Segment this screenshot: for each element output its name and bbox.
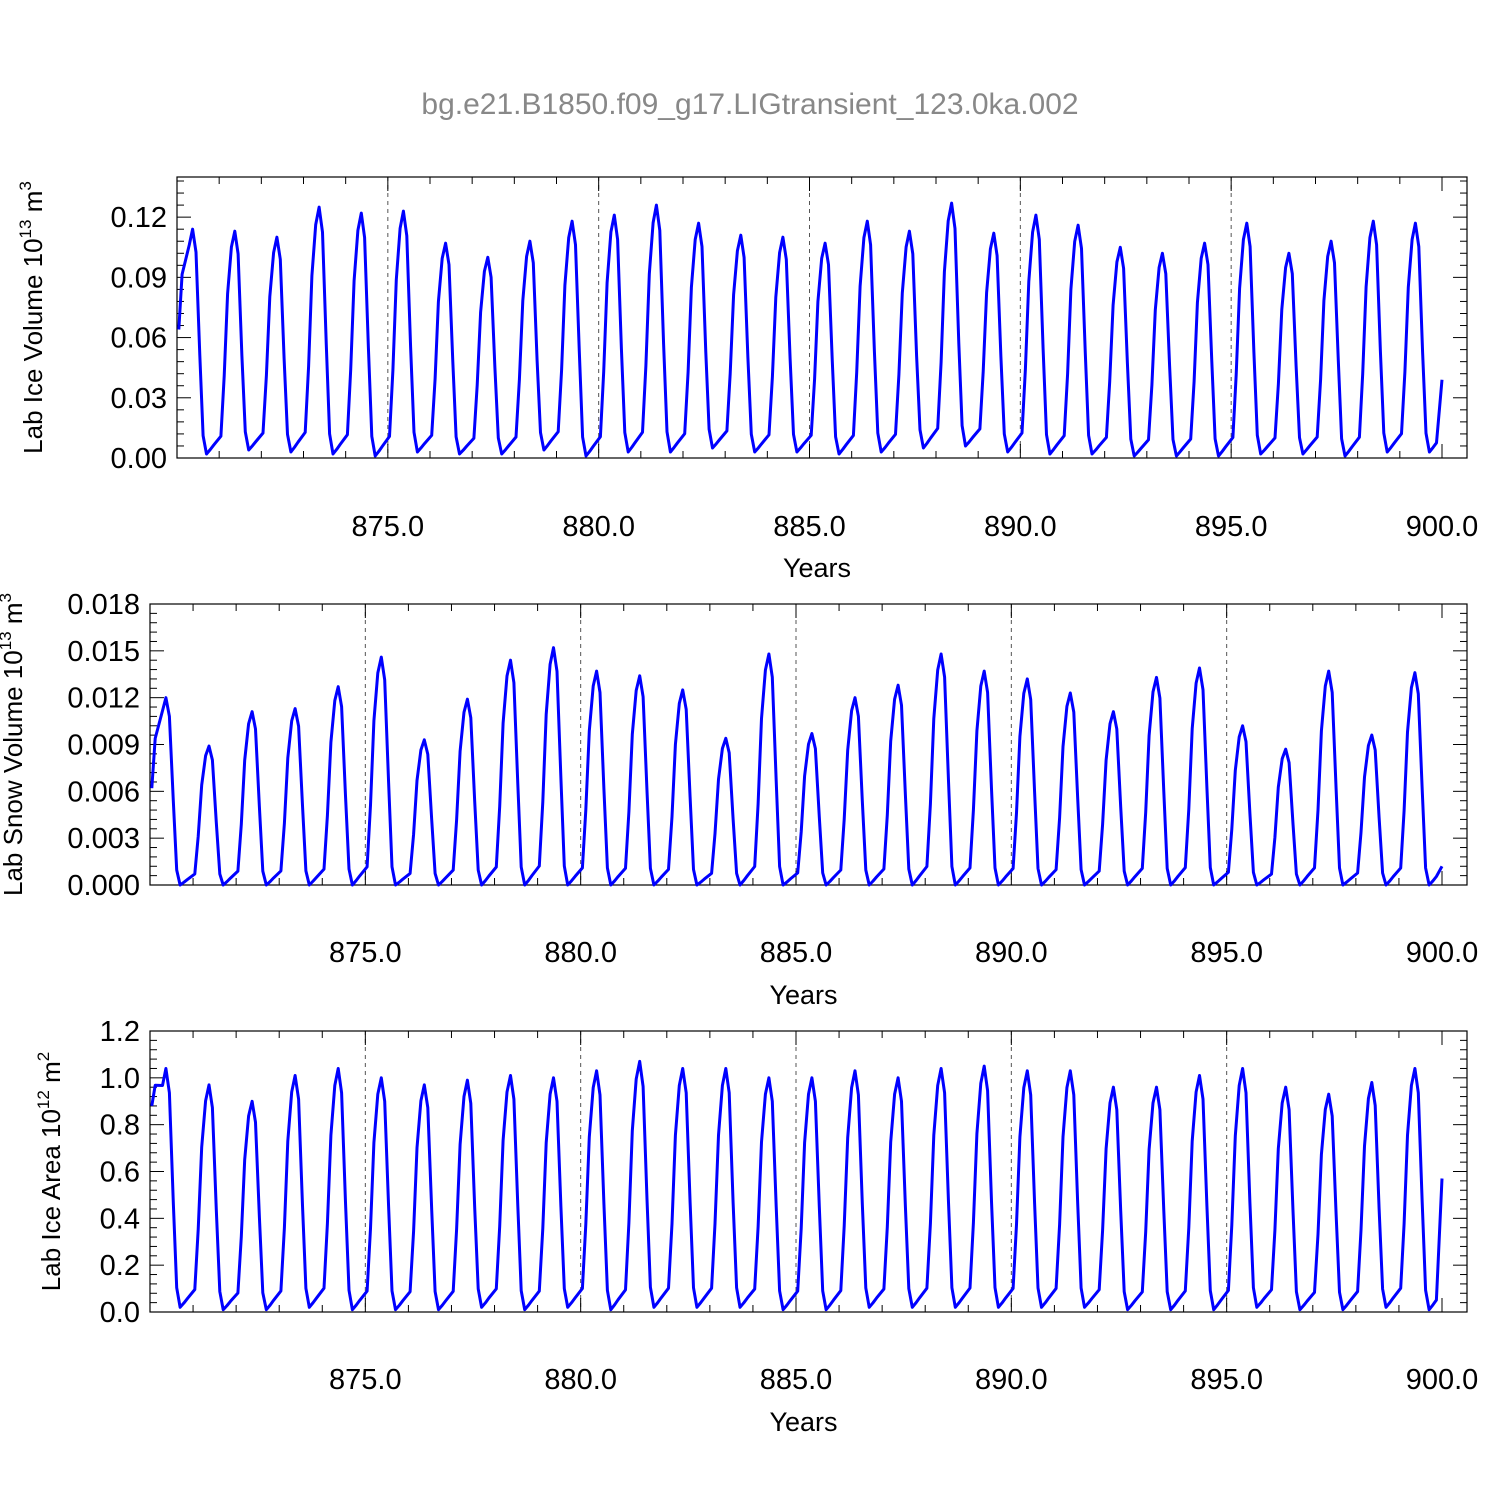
y-tick-label: 0.000 (67, 870, 140, 902)
panels: 875.0 880.0 885.0 890.0 895.0 900.0Years0.000… (0, 176, 1479, 1437)
y-axis-label-unit-exponent: 3 (16, 181, 35, 190)
x-tick-label: 890.0 (984, 511, 1057, 543)
x-tick-label: 880.0 (544, 1364, 617, 1396)
y-tick-label: 0.06 (111, 323, 167, 355)
y-axis-label: Lab Ice Area 1012 m2 (34, 1052, 66, 1291)
y-axis-label-unit-exponent: 3 (0, 593, 15, 602)
x-tick-label: 895.0 (1190, 1364, 1263, 1396)
y-tick-label: 0.003 (67, 823, 140, 855)
x-tick-label: 895.0 (1195, 511, 1268, 543)
y-axis-label-text: Lab Snow Volume 10 (0, 650, 28, 896)
x-tick-label: 885.0 (760, 937, 833, 969)
y-tick-label: 0.03 (111, 383, 167, 415)
y-axis-label-unit-exponent: 2 (34, 1052, 53, 1061)
x-tick-label: 900.0 (1406, 937, 1479, 969)
y-axis-label: Lab Ice Volume 1013 m3 (16, 181, 48, 454)
y-axis-label-exponent: 12 (34, 1090, 53, 1109)
panel-2: 875.0 880.0 885.0 890.0 895.0 900.0 Years 0.000… (0, 589, 1478, 1010)
y-axis-label: Lab Snow Volume 1013 m3 (0, 593, 28, 896)
y-tick-label: 1.2 (100, 1016, 140, 1048)
plot-frame (176, 176, 1468, 459)
x-tick-label: 875.0 (329, 937, 402, 969)
x-tick-label: 890.0 (975, 1364, 1048, 1396)
x-tick-label: 900.0 (1406, 1364, 1479, 1396)
x-tick-label: 880.0 (544, 937, 617, 969)
x-tick-label: 885.0 (760, 1364, 833, 1396)
y-axis-label-exponent: 13 (16, 220, 35, 239)
x-axis-label: Years (769, 1407, 837, 1437)
x-tick-label: 880.0 (562, 511, 635, 543)
y-axis-label-exponent: 13 (0, 631, 15, 650)
y-axis-label-text: Lab Ice Volume 10 (18, 238, 48, 453)
y-axis-label-unit: m (36, 1061, 66, 1090)
series-line (150, 1059, 1444, 1312)
x-tick-label: 885.0 (773, 511, 846, 543)
y-tick-label: 0.00 (111, 443, 167, 475)
x-tick-label: 900.0 (1406, 511, 1479, 543)
figure-title: bg.e21.B1850.f09_g17.LIGtransient_123.0k… (421, 88, 1078, 121)
y-tick-label: 0.0 (100, 1297, 140, 1329)
series-line (150, 646, 1444, 887)
x-axis-label: Years (769, 980, 837, 1010)
y-axis-label-unit: m (18, 191, 48, 220)
y-tick-label: 0.8 (100, 1110, 140, 1142)
panel-1: 875.0 880.0 885.0 890.0 895.0 900.0 Years 0.00 0… (16, 176, 1479, 583)
panel-3: 875.0 880.0 885.0 890.0 895.0 900.0 Years 0.0 0.… (34, 1016, 1478, 1437)
x-axis-label: Years (783, 553, 851, 583)
x-tick-label: 875.0 (352, 511, 425, 543)
y-tick-label: 0.018 (67, 589, 140, 621)
y-tick-label: 0.12 (111, 202, 167, 234)
y-tick-label: 0.6 (100, 1157, 140, 1189)
x-tick-label: 895.0 (1190, 937, 1263, 969)
y-tick-label: 0.09 (111, 262, 167, 294)
y-tick-label: 0.009 (67, 730, 140, 762)
x-tick-label: 890.0 (975, 937, 1048, 969)
y-tick-label: 0.015 (67, 636, 140, 668)
x-tick-label: 875.0 (329, 1364, 402, 1396)
y-axis-label-unit: m (0, 602, 28, 631)
y-tick-label: 1.0 (100, 1063, 140, 1095)
y-tick-label: 0.006 (67, 776, 140, 808)
y-tick-label: 0.012 (67, 683, 140, 715)
y-axis-label-text: Lab Ice Area 10 (36, 1109, 66, 1291)
y-tick-label: 0.2 (100, 1250, 140, 1282)
y-tick-label: 0.4 (100, 1203, 140, 1235)
series-line (177, 201, 1444, 458)
